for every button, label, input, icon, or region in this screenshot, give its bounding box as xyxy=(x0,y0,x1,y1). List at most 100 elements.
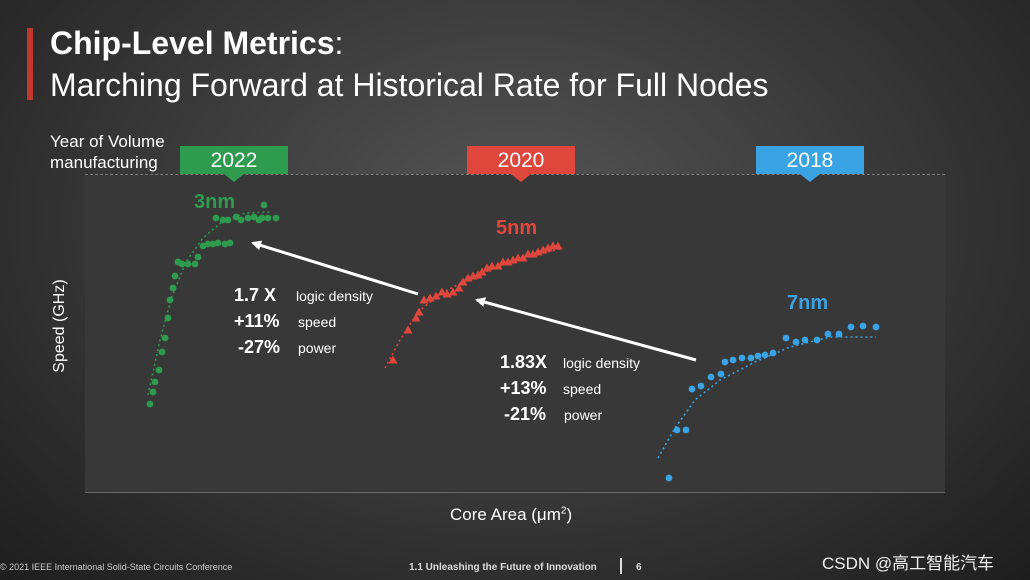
watermark: CSDN @高工智能汽车 xyxy=(822,554,995,573)
annotation-speed-label: speed xyxy=(298,314,336,330)
annotation-power-label: power xyxy=(298,340,336,356)
plot-area xyxy=(85,174,945,492)
data-point-7nm xyxy=(835,330,843,338)
title-bold: Chip-Level Metrics xyxy=(50,25,335,61)
banner-body xyxy=(180,146,288,174)
data-point-7nm xyxy=(754,352,762,360)
data-point-5nm xyxy=(477,267,487,276)
page-number: 6 xyxy=(636,562,642,573)
series-labels: 3nm 5nm 7nm xyxy=(194,191,828,314)
data-point-5nm xyxy=(437,287,447,296)
copyright-footer: © 2021 IEEE International Solid-State Ci… xyxy=(0,562,233,572)
data-point-3nm xyxy=(169,284,177,292)
data-point-5nm xyxy=(518,253,528,262)
annotation-5nm-to-3nm: 1.7 X logic density +11% speed -27% powe… xyxy=(234,285,373,357)
data-point-3nm xyxy=(166,296,174,304)
annotation-density-label: logic density xyxy=(296,288,373,304)
data-point-7nm xyxy=(697,382,705,390)
data-point-7nm xyxy=(721,358,729,366)
data-point-7nm xyxy=(872,323,880,331)
banner-body xyxy=(467,146,575,174)
title-accent-bar xyxy=(27,28,33,100)
data-point-3nm xyxy=(155,366,163,374)
slide-title: Chip-Level Metrics: xyxy=(50,25,343,62)
data-point-3nm xyxy=(184,260,192,268)
x-axis-superscript: 2 xyxy=(560,505,567,517)
data-point-5nm xyxy=(448,287,458,296)
annotation-power: -21% xyxy=(504,404,546,424)
annotation-power-label: power xyxy=(564,407,602,423)
banner-body xyxy=(756,146,864,174)
data-point-3nm xyxy=(272,214,280,222)
data-point-5nm xyxy=(454,283,464,292)
series-label-7nm: 7nm xyxy=(787,292,828,314)
data-point-5nm xyxy=(414,307,424,316)
data-point-3nm xyxy=(149,388,157,396)
data-point-3nm xyxy=(264,214,272,222)
title-colon: : xyxy=(334,25,344,61)
x-axis-label: Core Area (μm2) xyxy=(450,505,572,525)
banner-tip xyxy=(511,174,531,182)
data-point-7nm xyxy=(717,370,725,378)
data-point-7nm xyxy=(738,354,746,362)
data-point-5nm xyxy=(458,277,468,286)
data-point-3nm xyxy=(178,260,186,268)
data-point-7nm xyxy=(761,351,769,359)
data-point-7nm xyxy=(729,356,737,364)
data-point-5nm xyxy=(403,325,413,334)
x-axis-text: Core Area (μm xyxy=(450,505,561,524)
data-point-3nm xyxy=(224,216,232,224)
data-point-3nm xyxy=(171,272,179,280)
data-point-7nm xyxy=(688,385,696,393)
annotation-speed: +11% xyxy=(234,311,280,331)
year-banner-3nm: 2022 xyxy=(180,146,288,182)
year-of-volume-label: Year of Volume manufacturing xyxy=(50,132,165,172)
data-point-5nm xyxy=(553,241,563,250)
plot-baseline xyxy=(85,492,945,493)
banner-year: 2018 xyxy=(786,149,834,172)
annotation-speed-label: speed xyxy=(563,381,601,397)
data-point-7nm xyxy=(673,426,681,434)
data-point-5nm xyxy=(411,313,421,322)
banner-tip xyxy=(224,174,244,182)
data-point-3nm xyxy=(161,334,169,342)
banner-tip xyxy=(800,174,820,182)
annotation-power: -27% xyxy=(238,337,280,357)
data-point-7nm xyxy=(769,349,777,357)
data-point-3nm xyxy=(237,216,245,224)
year-banner-5nm: 2020 xyxy=(467,146,575,182)
data-point-3nm xyxy=(204,240,212,248)
footer-separator xyxy=(620,558,622,574)
data-point-3nm xyxy=(226,239,234,247)
data-points xyxy=(146,201,880,482)
data-point-3nm xyxy=(194,253,202,261)
data-point-3nm xyxy=(250,213,258,221)
data-point-3nm xyxy=(232,213,240,221)
data-point-5nm xyxy=(473,270,483,279)
annotation-factor: 1.83X xyxy=(500,352,547,372)
arrow-7nm-to-5nm xyxy=(475,297,697,362)
data-point-7nm xyxy=(813,336,821,344)
data-point-3nm xyxy=(260,201,268,209)
data-point-5nm xyxy=(431,291,441,300)
data-point-5nm xyxy=(487,261,497,270)
x-axis-close-paren: ) xyxy=(566,505,573,524)
annotation-factor: 1.7 X xyxy=(234,285,276,305)
data-point-7nm xyxy=(824,330,832,338)
slide-subtitle: Marching Forward at Historical Rate for … xyxy=(50,67,769,103)
data-point-3nm xyxy=(158,348,166,356)
data-point-5nm xyxy=(493,261,503,270)
series-label-5nm: 5nm xyxy=(496,217,537,239)
data-point-7nm xyxy=(792,338,800,346)
session-title-footer: 1.1 Unleashing the Future of Innovation xyxy=(409,562,597,573)
banner-year: 2020 xyxy=(497,149,545,172)
year-banner-7nm: 2018 xyxy=(756,146,864,182)
data-point-3nm xyxy=(258,214,266,222)
banner-year: 2022 xyxy=(210,149,258,172)
data-point-3nm xyxy=(214,239,222,247)
data-point-3nm xyxy=(212,214,220,222)
data-point-3nm xyxy=(219,216,227,224)
data-point-3nm xyxy=(151,378,159,386)
